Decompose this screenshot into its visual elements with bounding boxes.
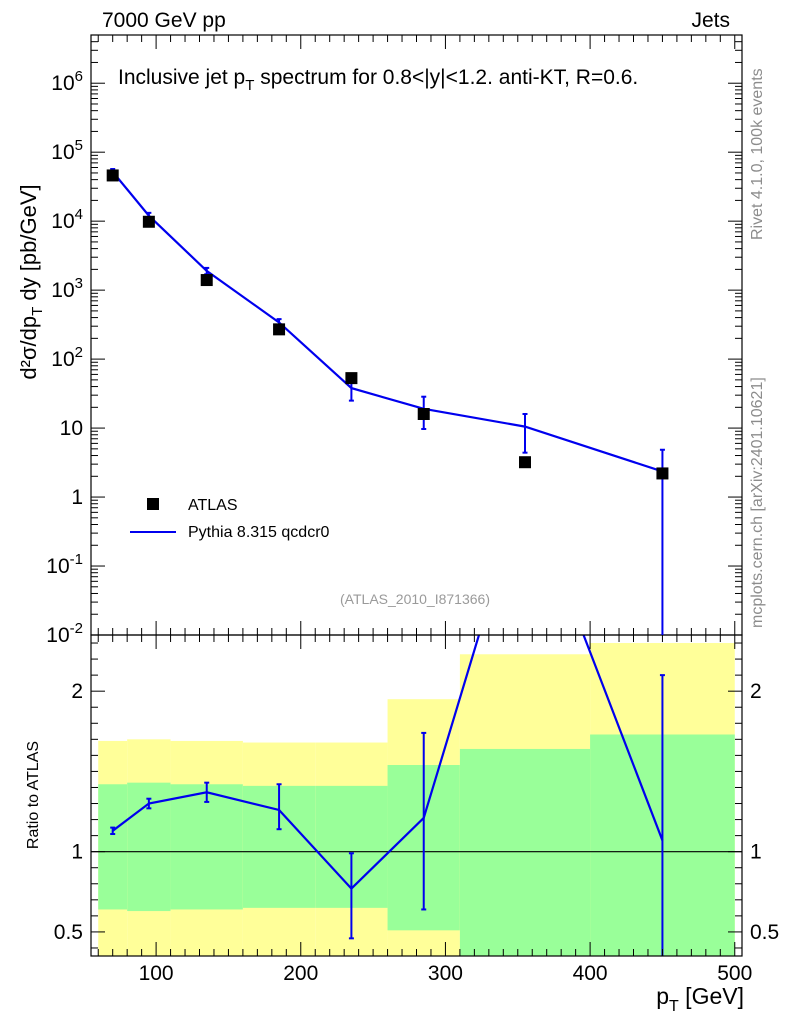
legend-marker-atlas (147, 498, 159, 510)
y-tick-label: 10-2 (46, 620, 83, 647)
x-axis-label: pT [GeV] (656, 983, 744, 1015)
pythia-series (110, 168, 665, 635)
ratio-line (112, 635, 664, 891)
ratio-y-tick-label: 2 (71, 680, 83, 703)
atlas-data-point (142, 215, 155, 228)
atlas-data-point (417, 408, 430, 421)
rivet-label: Rivet 4.1.0, 100k events (749, 68, 766, 240)
ratio-series (110, 635, 665, 956)
ratio-y-axis-label: Ratio to ATLAS (25, 741, 42, 849)
legend-label-atlas: ATLAS (188, 497, 238, 514)
uncertainty-bands (98, 643, 735, 956)
x-tick-label: 400 (573, 962, 608, 985)
y-tick-label: 10 (60, 417, 83, 440)
atlas-data-point (345, 372, 358, 385)
ratio-y-tick-label-right: 1 (750, 841, 762, 864)
y-tick-label: 105 (51, 137, 83, 164)
band-inner (170, 784, 243, 910)
x-tick-label: 500 (717, 962, 752, 985)
main-panel: 10-2 10-1 1 10 102 103 104 105 106 (46, 34, 743, 647)
chart-title: Inclusive jet pT spectrum for 0.8<|y|<1.… (118, 66, 638, 94)
y-tick-label: 106 (51, 68, 83, 95)
atlas-data-point (656, 467, 669, 480)
band-inner (98, 784, 128, 910)
y-tick-label: 103 (51, 275, 83, 302)
ratio-panel: 0.5 0.5 1 1 2 2 100 200 300 400 500 (54, 634, 779, 985)
ratio-y-tick-label-right: 2 (750, 680, 762, 703)
atlas-data-point (519, 456, 531, 469)
header-left: 7000 GeV pp (102, 9, 226, 32)
x-tick-label: 100 (139, 962, 174, 985)
y-axis-label: d²σ/dpT dy [pb/GeV] (16, 184, 46, 379)
y-tick-label: 104 (51, 206, 83, 233)
x-tick-label: 300 (428, 962, 463, 985)
analysis-reference: (ATLAS_2010_I871366) (340, 591, 490, 607)
x-tick-label: 200 (283, 962, 318, 985)
band-inner (459, 748, 591, 956)
ratio-y-tick-label: 1 (71, 841, 83, 864)
legend-label-pythia: Pythia 8.315 qcdcr0 (188, 524, 330, 541)
atlas-data-point (200, 274, 213, 287)
atlas-data-point (273, 323, 286, 336)
atlas-data-point (106, 169, 119, 182)
y-tick-label: 102 (51, 344, 83, 371)
ratio-y-tick-label: 0.5 (54, 921, 83, 944)
ratio-y-tick-label-right: 0.5 (750, 921, 779, 944)
mcplots-label: mcplots.cern.ch [arXiv:2401.10621] (749, 377, 766, 628)
header-right: Jets (691, 9, 730, 32)
legend: ATLAS Pythia 8.315 qcdcr0 (130, 497, 330, 541)
y-tick-label: 1 (71, 486, 83, 509)
pythia-line (111, 171, 663, 473)
y-tick-label: 10-1 (46, 551, 83, 578)
main-frame (90, 34, 743, 636)
